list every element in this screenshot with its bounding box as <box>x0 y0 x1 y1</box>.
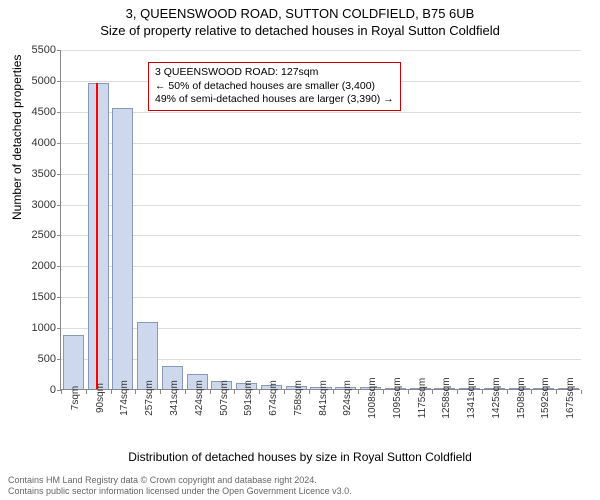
x-tick-mark <box>581 390 582 394</box>
y-tick-label: 4500 <box>16 106 56 118</box>
x-tick-mark <box>86 390 87 394</box>
x-tick-mark <box>408 390 409 394</box>
x-tick-mark <box>135 390 136 394</box>
grid-line <box>61 50 581 51</box>
x-tick-label: 1425sqm <box>491 377 502 418</box>
page-subtitle: Size of property relative to detached ho… <box>0 21 600 38</box>
y-tick-mark <box>57 328 61 329</box>
x-tick-mark <box>259 390 260 394</box>
y-tick-label: 0 <box>16 384 56 396</box>
grid-line <box>61 174 581 175</box>
x-tick-mark <box>507 390 508 394</box>
y-tick-label: 3000 <box>16 199 56 211</box>
grid-line <box>61 266 581 267</box>
y-tick-mark <box>57 235 61 236</box>
y-tick-label: 4000 <box>16 137 56 149</box>
y-tick-mark <box>57 205 61 206</box>
y-tick-mark <box>57 112 61 113</box>
x-tick-label: 341sqm <box>169 380 180 416</box>
x-tick-mark <box>185 390 186 394</box>
x-tick-label: 257sqm <box>144 380 155 416</box>
x-tick-mark <box>531 390 532 394</box>
annotation-line2: ← 50% of detached houses are smaller (3,… <box>155 80 394 94</box>
histogram-bar <box>112 108 133 389</box>
x-tick-label: 758sqm <box>293 380 304 416</box>
y-tick-mark <box>57 266 61 267</box>
chart: 0500100015002000250030003500400045005000… <box>60 50 580 420</box>
y-tick-label: 500 <box>16 353 56 365</box>
x-tick-label: 424sqm <box>194 380 205 416</box>
grid-line <box>61 112 581 113</box>
grid-line <box>61 205 581 206</box>
histogram-bar <box>63 335 84 389</box>
x-tick-mark <box>432 390 433 394</box>
x-tick-mark <box>482 390 483 394</box>
annotation-line1: 3 QUEENSWOOD ROAD: 127sqm <box>155 66 394 80</box>
x-tick-label: 1008sqm <box>367 377 378 418</box>
x-tick-label: 7sqm <box>70 386 81 410</box>
y-tick-mark <box>57 143 61 144</box>
x-tick-label: 507sqm <box>219 380 230 416</box>
x-tick-mark <box>61 390 62 394</box>
footer: Contains HM Land Registry data © Crown c… <box>8 475 592 497</box>
y-tick-label: 1000 <box>16 322 56 334</box>
x-tick-mark <box>383 390 384 394</box>
x-tick-label: 174sqm <box>119 380 130 416</box>
y-tick-label: 2000 <box>16 260 56 272</box>
x-tick-mark <box>457 390 458 394</box>
x-tick-label: 1258sqm <box>441 377 452 418</box>
x-tick-mark <box>333 390 334 394</box>
footer-line1: Contains HM Land Registry data © Crown c… <box>8 475 592 486</box>
y-tick-mark <box>57 50 61 51</box>
x-tick-label: 90sqm <box>95 383 106 413</box>
x-tick-label: 841sqm <box>318 380 329 416</box>
grid-line <box>61 143 581 144</box>
grid-line <box>61 297 581 298</box>
y-tick-mark <box>57 297 61 298</box>
histogram-bar <box>88 83 109 389</box>
x-tick-mark <box>160 390 161 394</box>
x-tick-label: 1341sqm <box>466 377 477 418</box>
x-tick-mark <box>358 390 359 394</box>
y-tick-mark <box>57 359 61 360</box>
x-tick-label: 674sqm <box>268 380 279 416</box>
y-tick-mark <box>57 174 61 175</box>
page-title-address: 3, QUEENSWOOD ROAD, SUTTON COLDFIELD, B7… <box>0 0 600 21</box>
x-tick-label: 1592sqm <box>540 377 551 418</box>
x-tick-label: 924sqm <box>342 380 353 416</box>
y-tick-mark <box>57 81 61 82</box>
footer-line2: Contains public sector information licen… <box>8 486 592 497</box>
y-tick-label: 5500 <box>16 44 56 56</box>
x-tick-mark <box>234 390 235 394</box>
y-tick-label: 1500 <box>16 291 56 303</box>
x-tick-label: 1508sqm <box>516 377 527 418</box>
x-tick-mark <box>309 390 310 394</box>
x-tick-mark <box>284 390 285 394</box>
x-tick-mark <box>210 390 211 394</box>
x-axis-label: Distribution of detached houses by size … <box>0 450 600 464</box>
x-tick-label: 1175sqm <box>417 378 428 418</box>
x-tick-label: 591sqm <box>243 380 254 416</box>
y-tick-label: 5000 <box>16 75 56 87</box>
grid-line <box>61 235 581 236</box>
annotation-box: 3 QUEENSWOOD ROAD: 127sqm ← 50% of detac… <box>148 62 401 111</box>
x-tick-label: 1675sqm <box>565 377 576 418</box>
highlight-marker <box>96 83 98 389</box>
y-tick-label: 2500 <box>16 229 56 241</box>
x-tick-mark <box>111 390 112 394</box>
annotation-line3: 49% of semi-detached houses are larger (… <box>155 93 394 107</box>
histogram-bar <box>137 322 158 389</box>
y-tick-label: 3500 <box>16 168 56 180</box>
x-tick-mark <box>556 390 557 394</box>
x-tick-label: 1095sqm <box>392 377 403 418</box>
